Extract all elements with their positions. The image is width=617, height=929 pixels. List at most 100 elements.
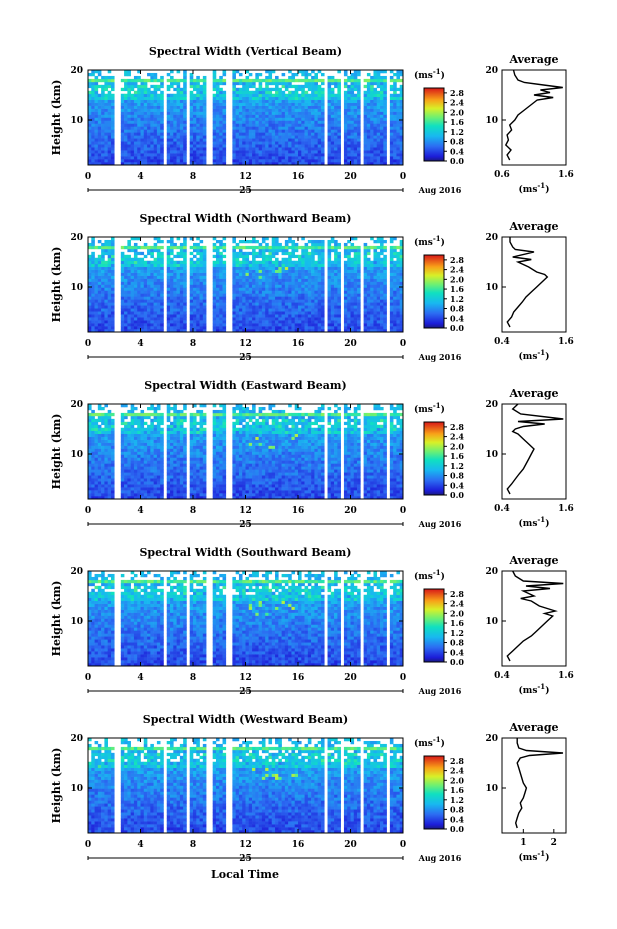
- heatmap-cell: [278, 293, 282, 297]
- heatmap-cell: [238, 90, 243, 95]
- heatmap-cell: [370, 87, 374, 92]
- heatmap-cell: [130, 269, 135, 273]
- heatmap-cell: [173, 150, 177, 154]
- heatmap-cell: [143, 129, 148, 133]
- heatmap-cell: [173, 308, 177, 312]
- heatmap-cell: [294, 326, 299, 330]
- heatmap-cell: [107, 320, 112, 324]
- heatmap-cell: [179, 266, 184, 270]
- heatmap-cell: [242, 90, 246, 95]
- heatmap-cell: [389, 239, 394, 244]
- heatmap-cell: [389, 320, 394, 324]
- heatmap-cell: [350, 317, 355, 321]
- heatmap-cell: [166, 132, 171, 136]
- heatmap-cell: [320, 147, 325, 151]
- heatmap-cell: [363, 132, 368, 136]
- heatmap-cell: [334, 156, 338, 160]
- heatmap-cell: [176, 251, 181, 256]
- heatmap-cell: [366, 141, 371, 145]
- heatmap-cell: [147, 299, 151, 303]
- heatmap-cell: [101, 305, 105, 309]
- heatmap-cell: [183, 114, 187, 118]
- heatmap-cell: [278, 153, 282, 157]
- heatmap-cell: [298, 153, 302, 157]
- heatmap-cell: [97, 263, 102, 267]
- heatmap-cell: [238, 108, 243, 112]
- heatmap-cell: [156, 278, 161, 282]
- heatmap-cell: [366, 269, 371, 273]
- heatmap-cell: [160, 117, 164, 121]
- heatmap-cell: [373, 96, 378, 100]
- heatmap-cell: [350, 302, 355, 306]
- heatmap-cell: [334, 257, 338, 262]
- heatmap-cell: [258, 269, 263, 273]
- heatmap-cell: [337, 305, 341, 309]
- heatmap-cell: [245, 108, 250, 112]
- heatmap-cell: [347, 290, 351, 294]
- heatmap-cell: [314, 242, 318, 247]
- heatmap-cell: [380, 147, 384, 151]
- heatmap-cell: [383, 308, 387, 312]
- heatmap-cell: [183, 308, 187, 312]
- heatmap-cell: [189, 290, 194, 294]
- heatmap-cell: [133, 105, 138, 109]
- heatmap-cell: [133, 75, 138, 80]
- heatmap-cell: [281, 251, 286, 256]
- heatmap-cell: [215, 296, 220, 300]
- heatmap-cell: [343, 287, 348, 291]
- heatmap-cell: [215, 99, 220, 103]
- heatmap-cell: [343, 129, 348, 133]
- heatmap-cell: [196, 248, 200, 253]
- heatmap-cell: [268, 147, 273, 151]
- heatmap-cell: [288, 239, 292, 244]
- heatmap-cell: [284, 87, 289, 92]
- heatmap-cell: [343, 254, 348, 259]
- heatmap-cell: [137, 93, 141, 98]
- heatmap-cell: [215, 120, 220, 124]
- heatmap-cell: [320, 150, 325, 154]
- heatmap-cell: [147, 287, 151, 291]
- heatmap-cell: [265, 248, 269, 253]
- heatmap-cell: [337, 120, 341, 124]
- heatmap-cell: [380, 266, 384, 270]
- heatmap-cell: [173, 81, 177, 86]
- heatmap-cell: [311, 314, 315, 318]
- heatmap-cell: [140, 293, 145, 297]
- heatmap-cell: [311, 138, 315, 142]
- heatmap-cell: [373, 138, 378, 142]
- heatmap-cell: [376, 237, 381, 241]
- heatmap-cell: [304, 78, 309, 83]
- heatmap-cell: [252, 102, 256, 106]
- heatmap-cell: [127, 293, 131, 297]
- heatmap-cell: [347, 87, 351, 92]
- heatmap-cell: [343, 144, 348, 148]
- heatmap-cell: [294, 272, 299, 276]
- heatmap-cell: [215, 281, 220, 285]
- heatmap-cell: [307, 293, 312, 297]
- heatmap-cell: [101, 275, 105, 279]
- heatmap-cell: [275, 296, 279, 300]
- heatmap-cell: [376, 123, 381, 127]
- heatmap-cell: [399, 156, 404, 160]
- heatmap-cell: [353, 311, 358, 315]
- heatmap-cell: [294, 72, 299, 77]
- heatmap-cell: [160, 108, 164, 112]
- heatmap-cell: [258, 87, 263, 92]
- heatmap-cell: [373, 284, 378, 288]
- heatmap-cell: [150, 144, 154, 148]
- heatmap-cell: [268, 135, 273, 139]
- heatmap-cell: [222, 156, 227, 160]
- heatmap-cell: [242, 114, 246, 118]
- heatmap-cell: [173, 284, 177, 288]
- heatmap-cell: [399, 93, 404, 98]
- heatmap-cell: [281, 135, 286, 139]
- heatmap-cell: [133, 108, 138, 112]
- heatmap-cell: [252, 308, 256, 312]
- heatmap-cell: [320, 242, 325, 247]
- heatmap-cell: [252, 99, 256, 103]
- heatmap-cell: [288, 263, 292, 267]
- heatmap-cell: [255, 132, 259, 136]
- heatmap-cell: [147, 147, 151, 151]
- heatmap-cell: [235, 242, 240, 247]
- heatmap-cell: [376, 78, 381, 83]
